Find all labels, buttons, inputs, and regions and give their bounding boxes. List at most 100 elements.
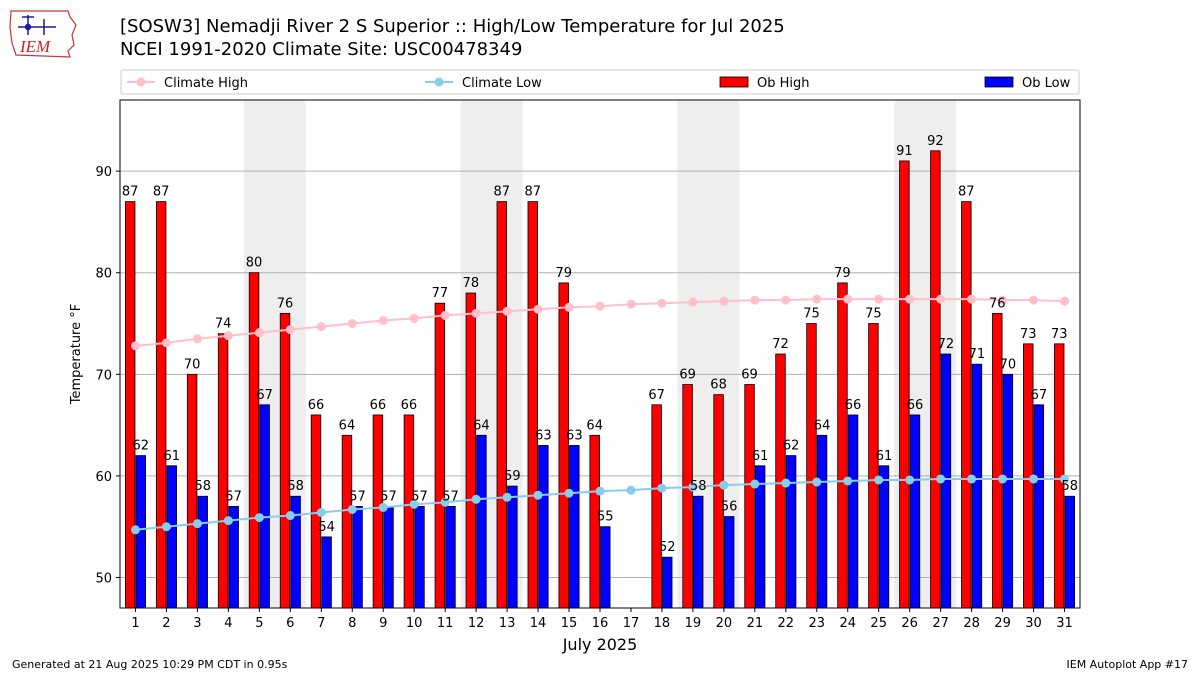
ob-low-label: 70 [1000,357,1017,372]
weekend-band-13 [491,100,523,608]
ob-low-bar [383,505,394,609]
legend-swatch-ob-low [984,76,1014,88]
ob-low-label: 64 [814,418,831,433]
climate-low-point [471,494,481,504]
legend-label-ob-high: Ob High [757,76,810,91]
climate-lines [130,294,1070,535]
y-tick-label: 90 [95,165,112,180]
legend-label-climate-low: Climate Low [462,76,542,91]
x-tick-label: 15 [561,616,578,631]
weekend-band-19 [677,100,709,608]
climate-high-point [316,322,326,332]
chart-title: [SOSW3] Nemadji River 2 S Superior :: Hi… [120,16,785,37]
ob-high-bar [124,201,136,609]
climate-low-point [905,475,915,485]
climate-high-point [688,297,698,307]
ob-low-bar [693,495,704,609]
ob-low-bar [445,505,456,609]
ob-high-label: 70 [184,357,201,372]
ob-low-bar [569,445,580,609]
climate-high-point [130,341,140,351]
x-tick-label: 8 [348,616,356,631]
climate-high-point [750,295,760,305]
climate-low-point [440,497,450,507]
climate-low-point [812,477,822,487]
climate-low-point [347,504,357,514]
climate-low-point [161,522,171,532]
ob-high-bar [403,414,415,609]
climate-high-point [998,295,1008,305]
ob-high-bar [465,292,477,609]
ob-low-label: 67 [256,388,273,403]
climate-low-point [192,519,202,529]
climate-high-point [905,294,915,304]
chart-subtitle: NCEI 1991-2020 Climate Site: USC00478349 [120,39,523,60]
climate-low-point [781,478,791,488]
climate-low-point [285,511,295,521]
x-tick-label: 20 [716,616,733,631]
ob-high-label: 68 [710,378,727,393]
ob-high-label: 73 [1051,327,1068,342]
ob-low-bar [197,495,208,609]
ob-low-label: 62 [783,439,800,454]
ob-low-bar [538,445,549,609]
climate-low-point [874,475,884,485]
ob-low-bar [321,536,332,609]
climate-low-point [936,474,946,484]
x-tick-label: 11 [437,616,454,631]
ob-high-bar [248,272,260,609]
ob-high-bar [899,160,910,609]
ob-low-label: 58 [194,479,211,494]
climate-high-point [378,315,388,325]
x-tick-label: 6 [286,616,294,631]
x-tick-label: 28 [963,616,980,631]
legend-swatch-ob-high [719,76,749,88]
climate-low-point [409,499,419,509]
ob-high-label: 87 [494,185,511,200]
climate-high-point [874,294,884,304]
climate-high-point [440,310,450,320]
ob-high-bar [837,282,848,609]
x-tick-label: 21 [747,616,764,631]
ob-high-label: 87 [958,185,975,200]
x-tick-label: 16 [592,616,609,631]
climate-low-point [967,474,977,484]
ob-low-label: 52 [659,540,676,555]
x-tick-label: 7 [317,616,325,631]
legend-box [120,69,1080,95]
x-tick-label: 18 [654,616,671,631]
x-tick-label: 23 [809,616,826,631]
legend-marker-climate-low [434,77,444,87]
climate-low-point [254,513,264,523]
x-tick-label: 27 [932,616,949,631]
legend: Climate High Climate Low Ob High Ob Low [120,69,1080,95]
ob-high-label: 73 [1020,327,1037,342]
y-tick-label: 50 [95,572,112,587]
climate-low-point [223,516,233,526]
ob-low-bar [476,434,487,609]
climate-high-point [843,294,853,304]
ob-high-label: 75 [803,307,820,322]
ob-high-label: 64 [339,418,356,433]
x-tick-label: 24 [839,616,856,631]
x-tick-label: 22 [778,616,795,631]
climate-high-point [657,298,667,308]
climate-low-point [533,490,543,500]
ob-high-label: 79 [834,266,851,281]
weekend-band-27 [925,100,957,608]
climate-high-point [533,304,543,314]
ob-low-bar [166,465,177,609]
ob-low-label: 63 [535,428,552,443]
climate-low-point [626,485,636,495]
ob-low-bar [507,485,518,609]
ob-low-bar [352,505,363,609]
ob-high-label: 66 [308,398,325,413]
climate-low-point [688,482,698,492]
ob-low-label: 63 [566,428,583,443]
ob-high-label: 72 [772,337,789,352]
x-tick-label: 31 [1056,616,1073,631]
ob-high-label: 67 [648,388,665,403]
x-tick-label: 30 [1025,616,1042,631]
ob-low-bar [1002,373,1014,609]
x-tick-label: 4 [224,616,232,631]
